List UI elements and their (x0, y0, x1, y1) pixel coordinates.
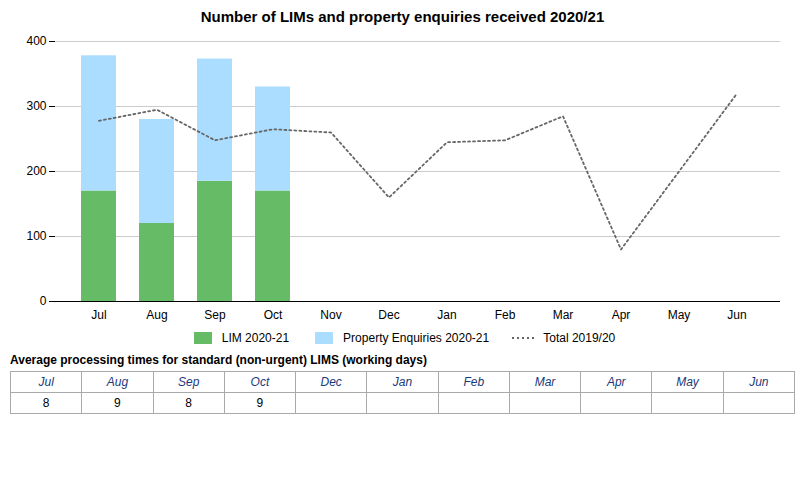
html-text:Apr: Apr (606, 375, 626, 389)
html-text:LIM 2020-21: LIM 2020-21 (221, 331, 290, 345)
svg-text:Dec: Dec (378, 308, 399, 322)
svg-text:Jan: Jan (437, 308, 456, 322)
svg-text:Nov: Nov (320, 308, 341, 322)
html-text:Sep: Sep (178, 375, 200, 389)
html-text:Feb: Feb (463, 375, 485, 389)
svg-text:Oct: Oct (264, 308, 283, 322)
html-text:9: 9 (114, 396, 121, 410)
html-text:Dec: Dec (320, 375, 342, 389)
svg-text:Sep: Sep (204, 308, 226, 322)
html-text:Property Enquiries 2020-21: Property Enquiries 2020-21 (343, 331, 490, 345)
html-text:Jun: Jun (749, 375, 769, 389)
svg-text:Aug: Aug (146, 308, 167, 322)
html-text:May: May (676, 375, 699, 389)
html-text:Aug: Aug (106, 375, 129, 389)
svg-text:200: 200 (26, 164, 46, 178)
svg-text:0: 0 (40, 294, 47, 308)
svg-text:Mar: Mar (553, 308, 574, 322)
html-text:8: 8 (185, 396, 192, 410)
svg-text:100: 100 (26, 229, 46, 243)
html-text:Number of LIMs and property en: Number of LIMs and property enquiries re… (200, 8, 605, 25)
html-text:8: 8 (42, 396, 50, 410)
html-text:Average processing times for s: Average processing times for standard (n… (10, 353, 427, 367)
html-text:Total 2019/20: Total 2019/20 (543, 331, 616, 345)
svg-text:May: May (668, 308, 691, 322)
svg-text:400: 400 (26, 34, 46, 48)
html-text:Jul: Jul (38, 375, 54, 389)
html-text:Jan: Jan (392, 375, 413, 389)
svg-text:Jun: Jun (727, 308, 746, 322)
svg-text:Feb: Feb (495, 308, 516, 322)
html-text:Oct: Oct (250, 375, 270, 389)
svg-text:Jul: Jul (91, 308, 106, 322)
svg-text:Apr: Apr (612, 308, 631, 322)
html-text:Mar: Mar (534, 375, 556, 389)
html-text:9: 9 (256, 396, 264, 410)
svg-text:300: 300 (26, 99, 46, 113)
